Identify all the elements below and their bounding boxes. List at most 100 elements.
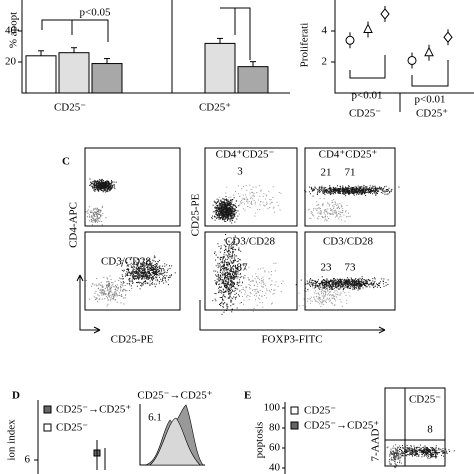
dot [334, 212, 336, 214]
dot [224, 276, 226, 278]
dot [101, 214, 103, 216]
dot [230, 301, 232, 303]
dot [221, 214, 223, 216]
dot [133, 275, 135, 277]
dot [218, 208, 220, 210]
dot [217, 275, 219, 277]
dot [96, 181, 98, 183]
dot [96, 225, 98, 227]
dot [321, 292, 322, 294]
dot [95, 181, 97, 183]
dot [135, 278, 137, 280]
dot [354, 188, 356, 190]
dot-cloud [307, 197, 351, 222]
dot [226, 217, 227, 219]
dot [232, 247, 234, 248]
dot [111, 282, 113, 284]
dot [144, 275, 146, 277]
dot [308, 191, 310, 193]
dot [322, 205, 324, 207]
dot [427, 450, 428, 451]
dot [218, 214, 220, 216]
dot [142, 271, 144, 273]
dot [136, 272, 137, 274]
dot [109, 294, 111, 296]
dot [321, 280, 323, 282]
dot [111, 187, 113, 189]
dot [156, 267, 158, 268]
dot [278, 192, 280, 193]
dot [142, 275, 144, 277]
dot [353, 186, 355, 188]
dot [218, 218, 220, 220]
dot [133, 271, 135, 273]
dot [141, 278, 143, 280]
dot [319, 297, 320, 299]
dot [237, 210, 239, 212]
dot [260, 189, 262, 191]
dot [101, 291, 103, 293]
dot [231, 203, 232, 205]
dot [379, 287, 381, 288]
dot [323, 193, 325, 194]
col-title: CD4⁺CD25⁺ [319, 149, 378, 161]
dot [94, 212, 96, 214]
dot [89, 210, 91, 212]
dot [111, 285, 113, 287]
dot [329, 300, 331, 302]
dot [148, 275, 150, 277]
dot [386, 193, 388, 195]
dot [105, 293, 107, 295]
dot [345, 295, 347, 296]
dot [316, 194, 318, 195]
dot [97, 189, 99, 191]
dot [316, 204, 318, 206]
dot [267, 208, 269, 210]
dot [233, 194, 235, 196]
dot [229, 207, 230, 209]
dot [137, 267, 139, 268]
dot [94, 181, 95, 183]
dot [347, 185, 349, 187]
dot [152, 272, 154, 274]
dot [323, 186, 325, 188]
row-title: CD3/CD28 [225, 236, 276, 248]
dot [357, 189, 359, 191]
dot [219, 280, 221, 282]
dot [346, 189, 348, 191]
dot [348, 283, 350, 285]
dot [109, 188, 111, 190]
dot [240, 264, 241, 266]
dot [232, 277, 234, 279]
dot [228, 196, 230, 198]
dot [352, 288, 354, 290]
dot [151, 282, 153, 284]
dot [327, 212, 329, 214]
dot [427, 448, 429, 450]
dot [259, 302, 261, 303]
dot [339, 286, 341, 288]
dot [213, 215, 215, 217]
dot [221, 291, 223, 292]
dot [324, 215, 326, 217]
dot [97, 213, 99, 215]
dot [153, 273, 155, 275]
dot [318, 208, 320, 210]
dot [350, 188, 352, 190]
dot [218, 210, 220, 212]
dot [153, 268, 154, 270]
dot [337, 283, 339, 285]
dot [224, 215, 226, 217]
dot [225, 196, 227, 198]
dot [132, 270, 134, 272]
dot [149, 284, 151, 286]
dot [330, 209, 332, 211]
dot [132, 276, 134, 278]
dot [224, 210, 226, 212]
dot [329, 281, 331, 282]
dot [223, 274, 225, 276]
dot [259, 201, 261, 203]
dot [357, 191, 358, 193]
dot [236, 267, 238, 269]
dot [375, 188, 376, 190]
